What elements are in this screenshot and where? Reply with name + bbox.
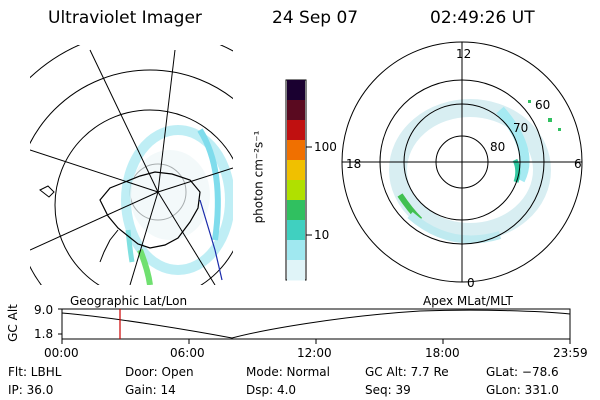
colorbar	[285, 79, 312, 281]
colorbar-tick-10: 10	[314, 228, 330, 242]
colorbar-stripe	[287, 200, 305, 221]
colorbar-stripe	[287, 240, 305, 261]
lat-label-60: 60	[535, 98, 551, 112]
timeline-ytick-top: 9.0	[34, 303, 54, 317]
timeline-ylabel: GC Alt	[5, 304, 20, 342]
mlt-label-12: 12	[456, 47, 472, 61]
colorbar-stripe	[287, 120, 305, 141]
instrument-title: Ultraviolet Imager	[48, 8, 202, 28]
status-mode: Mode: Normal	[246, 365, 330, 379]
timeline-xtick: 00:00	[44, 346, 79, 360]
timeline-xtick: 18:00	[425, 346, 460, 360]
colorbar-stripe	[287, 140, 305, 161]
timeline-ytick-bottom: 1.8	[34, 327, 54, 341]
status-glat: GLat: −78.6	[486, 365, 559, 379]
timeline-xtick: 12:00	[297, 346, 332, 360]
lat-label-80: 80	[490, 140, 506, 154]
status-gc-alt: GC Alt: 7.7 Re	[365, 365, 449, 379]
mlt-label-6: 6	[574, 157, 582, 171]
colorbar-unit-label: photon cm⁻²s⁻¹	[251, 130, 266, 224]
status-flt: Flt: LBHL	[8, 365, 62, 379]
apex-label: Apex MLat/MLT	[423, 294, 513, 308]
altitude-timeline	[58, 308, 571, 344]
colorbar-stripe	[287, 80, 305, 101]
colorbar-tick-100: 100	[314, 140, 337, 154]
timeline-xtick: 06:00	[170, 346, 205, 360]
time-label: 02:49:26 UT	[430, 8, 535, 28]
apex-map	[341, 41, 583, 283]
geographic-label: Geographic Lat/Lon	[70, 294, 188, 308]
lat-label-70: 70	[513, 121, 529, 135]
status-dsp: Dsp: 4.0	[246, 383, 297, 397]
status-glon: GLon: 331.0	[486, 383, 559, 397]
status-gain: Gain: 14	[125, 383, 176, 397]
geographic-map	[30, 45, 233, 285]
colorbar-stripe	[287, 160, 305, 181]
status-ip: IP: 36.0	[8, 383, 54, 397]
colorbar-stripe	[287, 180, 305, 201]
mlt-label-0: 0	[467, 276, 475, 290]
status-door: Door: Open	[125, 365, 194, 379]
colorbar-stripe	[287, 220, 305, 241]
colorbar-stripe	[287, 260, 305, 281]
mlt-label-18: 18	[346, 157, 362, 171]
status-seq: Seq: 39	[365, 383, 411, 397]
colorbar-stripe	[287, 100, 305, 121]
date-label: 24 Sep 07	[272, 8, 359, 28]
timeline-xtick: 23:59	[553, 346, 588, 360]
